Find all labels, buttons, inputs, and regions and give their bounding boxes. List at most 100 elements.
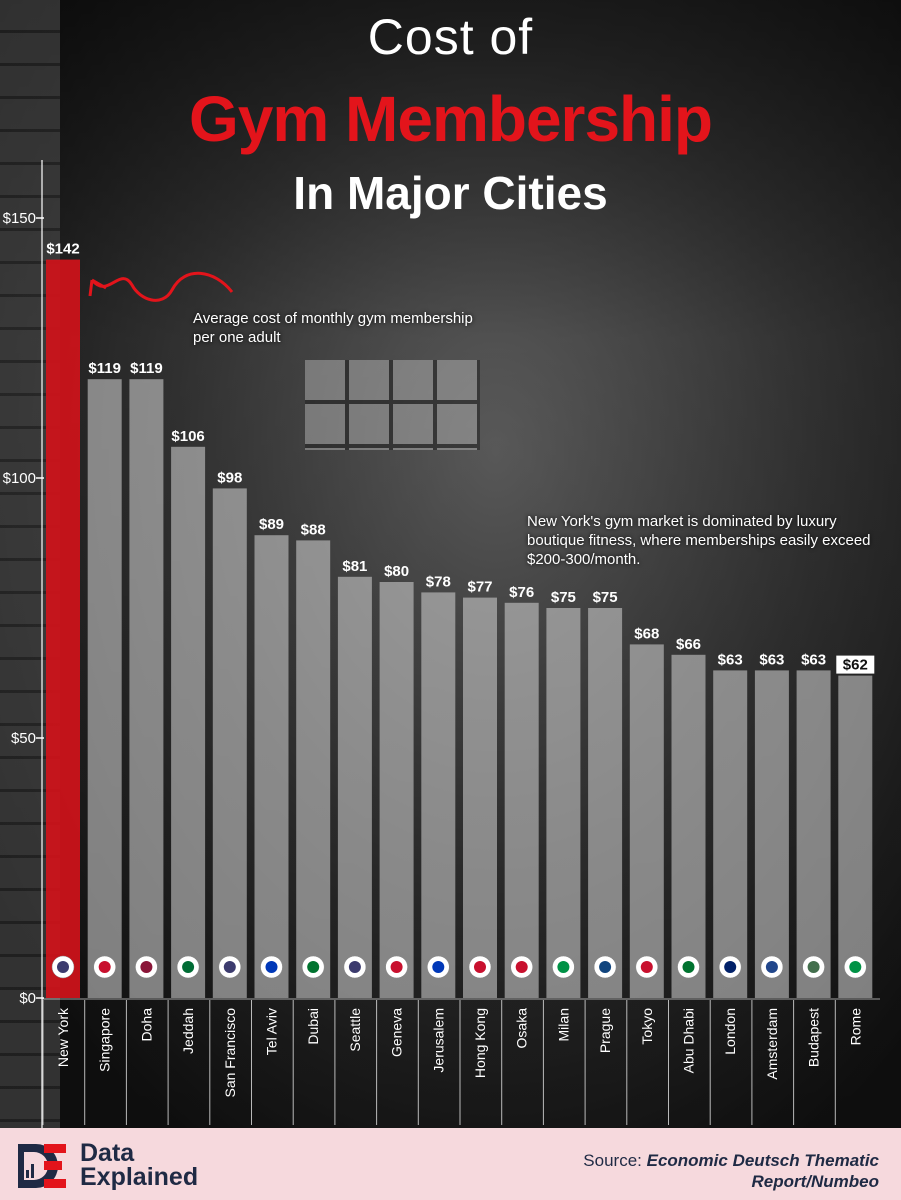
category-label: Seattle (347, 1008, 363, 1052)
category-label: San Francisco (222, 1008, 238, 1098)
brand-name-line-1: Data (80, 1139, 135, 1167)
average-cost-note: Average cost of monthly gym membership p… (193, 310, 473, 346)
source-credit: Source: Economic Deutsch Thematic Report… (519, 1150, 879, 1192)
footer (0, 1128, 901, 1200)
flag-emblem (140, 961, 153, 973)
category-label: Prague (597, 1008, 613, 1053)
value-label: $119 (88, 360, 121, 377)
flag-emblem (682, 961, 695, 973)
bar (129, 379, 164, 998)
y-tick-label: $150 (3, 210, 36, 227)
brand-name-line-2: Explained (80, 1163, 199, 1191)
flag-emblem (557, 961, 570, 973)
bar (671, 654, 706, 998)
value-label: $78 (426, 573, 451, 590)
flag-emblem (724, 961, 737, 973)
source-label: Source: (583, 1151, 642, 1170)
category-label: Dubai (305, 1008, 321, 1045)
category-label: London (722, 1008, 738, 1055)
flag-emblem (348, 961, 361, 973)
bar (379, 582, 414, 998)
title-line-3: In Major Cities (293, 167, 608, 219)
flag-emblem (474, 961, 486, 973)
bar (546, 608, 581, 998)
value-label: $75 (593, 589, 618, 606)
flag-emblem (57, 961, 69, 973)
gym-window (305, 360, 480, 450)
flag-emblem (807, 961, 820, 973)
annotation-arrow (90, 271, 234, 302)
bar (254, 535, 289, 998)
value-label: $68 (634, 625, 659, 642)
bar (87, 379, 122, 998)
flag-emblem (640, 961, 653, 973)
category-label: Milan (555, 1008, 571, 1041)
flag-emblem (849, 961, 862, 973)
data-explained-logo-icon (18, 1144, 66, 1188)
bar (296, 540, 331, 998)
flag-emblem (307, 961, 320, 973)
value-label: $89 (259, 516, 284, 533)
category-label: New York (55, 1007, 71, 1067)
bar (171, 446, 206, 998)
flag-emblem (98, 961, 111, 973)
category-label: Jeddah (180, 1008, 196, 1054)
value-label: $80 (384, 563, 409, 580)
value-label: $66 (676, 636, 701, 653)
title-line-2: Gym Membership (188, 83, 713, 155)
category-label: Tel Aviv (264, 1008, 280, 1055)
value-label: $98 (217, 469, 242, 486)
flag-emblem (599, 961, 612, 973)
bar (463, 597, 497, 998)
category-label: Tokyo (639, 1008, 655, 1045)
y-tick-label: $50 (11, 730, 36, 747)
value-label: $77 (467, 579, 492, 596)
title-line-1: Cost of (367, 9, 534, 65)
value-label: $88 (301, 521, 326, 538)
flag-emblem (515, 961, 528, 973)
value-label: $63 (759, 651, 784, 668)
value-label: $119 (130, 360, 163, 377)
bar (588, 608, 623, 998)
bar-chart: $0 $50 $100 $150 $142 New York $119 Singapore $1… (3, 160, 880, 1128)
source-text: Economic Deutsch Thematic Report/Numbeo (646, 1151, 879, 1191)
category-label: Amsterdam (764, 1008, 780, 1080)
category-label: Budapest (806, 1008, 822, 1067)
new-york-note: New York's gym market is dominated by lu… (527, 513, 871, 568)
value-label: $75 (551, 589, 576, 606)
value-label-bg (836, 655, 875, 674)
flag-emblem (182, 961, 195, 973)
bar (337, 576, 372, 998)
y-tick-label: $100 (3, 470, 36, 487)
flag-emblem (265, 961, 278, 973)
category-label: Hong Kong (472, 1008, 488, 1078)
bar (713, 670, 748, 998)
bar (629, 644, 664, 998)
flag-emblem (432, 961, 445, 973)
bar (504, 602, 539, 998)
bar (212, 488, 247, 998)
bar (754, 670, 789, 998)
category-label: Osaka (514, 1008, 530, 1049)
value-label: $63 (718, 651, 743, 668)
annotation-arrowhead (88, 278, 107, 297)
flag-emblem (223, 961, 236, 973)
y-tick-label: $0 (19, 990, 36, 1007)
bar (796, 670, 831, 998)
flag-emblem (765, 961, 778, 973)
value-label: $81 (342, 558, 367, 575)
value-label: $106 (171, 428, 204, 445)
bar (421, 592, 456, 998)
value-label: $76 (509, 584, 534, 601)
category-label: Doha (138, 1008, 154, 1042)
category-label: Singapore (97, 1008, 113, 1072)
bar (838, 675, 873, 998)
category-label: Geneva (389, 1008, 405, 1057)
category-label: Abu Dhabi (681, 1008, 697, 1073)
value-label: $63 (801, 651, 826, 668)
category-label: Jerusalem (430, 1008, 446, 1073)
value-label: $142 (46, 241, 79, 258)
value-label: $62 (843, 657, 868, 674)
bar (46, 259, 80, 999)
flag-emblem (390, 961, 403, 973)
